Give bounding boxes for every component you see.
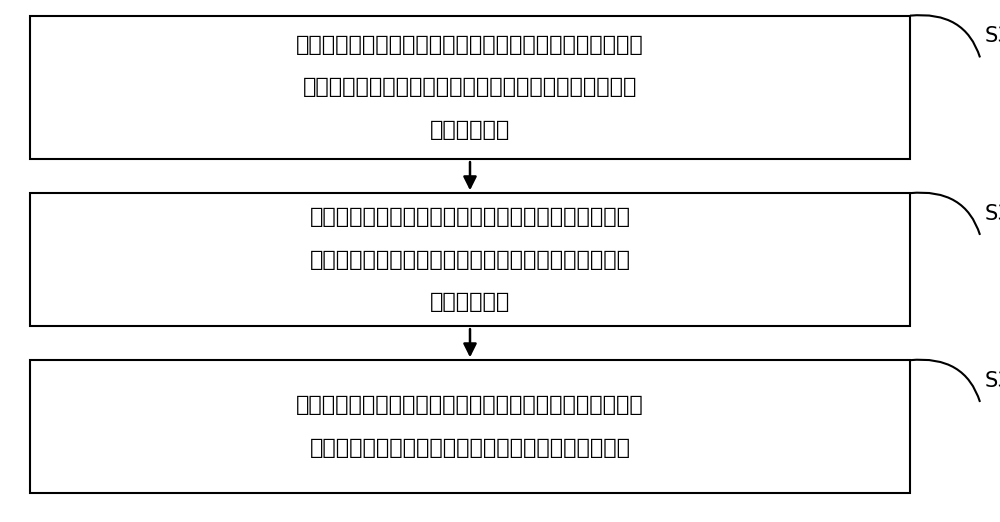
Text: 将所述特征向量与类目值符合预设条件的类目之间的对应关: 将所述特征向量与类目值符合预设条件的类目之间的对应关 <box>296 395 644 416</box>
Text: 类目的类目值: 类目的类目值 <box>430 292 510 313</box>
Text: S302: S302 <box>985 204 1000 223</box>
Text: 控制请求数据: 控制请求数据 <box>430 120 510 140</box>
Bar <box>30 16 910 159</box>
Bar <box>30 360 910 493</box>
Text: 获取中央区脑电信号的特征向量；利用所述特征向量获取与: 获取中央区脑电信号的特征向量；利用所述特征向量获取与 <box>296 34 644 55</box>
Text: 并根据控制命令的控制请求数据计算每个控制命令所属: 并根据控制命令的控制请求数据计算每个控制命令所属 <box>310 250 631 270</box>
Text: 系确定为所述中央区脑电信号和控制命令间的映射关系: 系确定为所述中央区脑电信号和控制命令间的映射关系 <box>310 438 631 458</box>
Text: 确定与所述特征向量匹配的每个控制命令所属的类目，: 确定与所述特征向量匹配的每个控制命令所属的类目， <box>310 207 631 227</box>
Bar <box>30 193 910 326</box>
Text: S301: S301 <box>985 26 1000 46</box>
Text: 所述特征向量匹配的控制命令以及对控制命令进行操作的: 所述特征向量匹配的控制命令以及对控制命令进行操作的 <box>303 77 637 98</box>
Text: S303: S303 <box>985 371 1000 390</box>
